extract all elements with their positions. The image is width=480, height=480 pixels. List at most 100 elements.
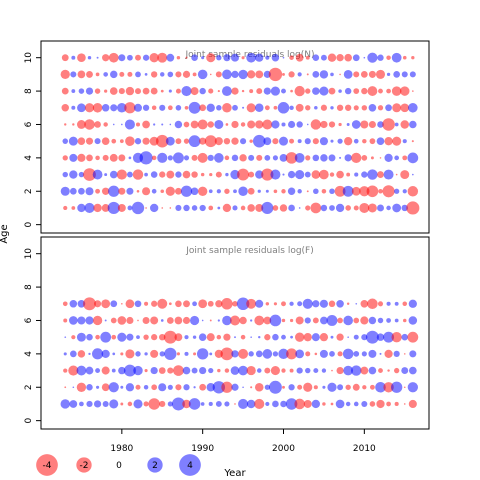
residual-point xyxy=(378,368,383,373)
residual-point xyxy=(193,352,197,356)
residual-point xyxy=(338,122,342,127)
residual-point xyxy=(330,402,334,406)
residual-point xyxy=(77,70,86,79)
residual-point xyxy=(328,87,336,95)
residual-point xyxy=(168,89,172,93)
residual-point xyxy=(134,103,142,112)
residual-point xyxy=(142,120,150,129)
residual-point xyxy=(151,300,158,307)
residual-point xyxy=(330,139,334,143)
residual-point xyxy=(134,138,142,145)
residual-point xyxy=(121,302,123,305)
residual-point xyxy=(289,368,294,373)
residual-point xyxy=(76,382,87,392)
residual-point xyxy=(159,333,166,341)
legend-label: -4 xyxy=(43,461,52,471)
residual-point xyxy=(336,170,344,179)
residual-point xyxy=(408,299,417,308)
residual-point xyxy=(95,155,100,161)
residual-point xyxy=(93,400,102,408)
residual-point xyxy=(394,155,400,161)
residual-point xyxy=(231,350,239,358)
y-tick-label: 10 xyxy=(24,248,34,260)
residual-point xyxy=(361,171,368,178)
residual-point xyxy=(69,187,77,195)
residual-point xyxy=(361,87,368,95)
residual-point xyxy=(365,330,379,344)
residual-point xyxy=(336,300,344,308)
residual-point xyxy=(304,171,311,178)
residual-point xyxy=(344,87,352,95)
residual-point xyxy=(133,365,143,376)
residual-point xyxy=(172,152,184,164)
y-tick-label: 0 xyxy=(24,222,34,228)
residual-point xyxy=(183,384,190,391)
residual-point xyxy=(351,120,361,129)
residual-point xyxy=(289,55,294,60)
residual-point xyxy=(69,400,78,408)
residual-point xyxy=(216,105,222,111)
residual-point xyxy=(200,172,205,177)
plot-frame xyxy=(40,236,430,430)
residual-point xyxy=(383,331,395,343)
residual-point xyxy=(69,316,78,325)
residual-point xyxy=(78,187,85,195)
residual-point xyxy=(60,399,70,409)
residual-point xyxy=(94,300,102,308)
residual-point xyxy=(294,398,305,410)
residual-point xyxy=(110,300,118,308)
residual-point xyxy=(320,316,328,325)
residual-point xyxy=(408,102,418,113)
residual-point xyxy=(305,88,311,94)
residual-point xyxy=(206,333,215,342)
residual-point xyxy=(209,319,212,322)
residual-point xyxy=(386,55,391,60)
residual-point xyxy=(176,352,180,356)
residual-point xyxy=(101,349,110,358)
residual-point xyxy=(95,368,101,374)
residual-point xyxy=(361,334,368,341)
residual-point xyxy=(272,138,279,145)
residual-point xyxy=(68,365,79,376)
residual-point xyxy=(225,172,229,177)
residual-point xyxy=(360,71,368,78)
residual-point xyxy=(255,120,264,129)
residual-point xyxy=(160,89,164,93)
residual-point xyxy=(353,317,360,324)
residual-point xyxy=(351,152,362,163)
residual-point xyxy=(297,139,302,144)
residual-point xyxy=(86,154,93,162)
residual-point xyxy=(125,136,135,146)
residual-point xyxy=(378,88,383,94)
residual-point xyxy=(359,202,370,213)
residual-point xyxy=(142,104,150,111)
residual-point xyxy=(256,88,263,95)
residual-point xyxy=(303,332,312,342)
residual-point xyxy=(401,333,409,341)
residual-point xyxy=(270,366,280,376)
residual-point xyxy=(79,401,84,407)
residual-point xyxy=(118,366,126,375)
residual-point xyxy=(238,186,248,197)
residual-point xyxy=(182,170,191,179)
residual-point xyxy=(131,201,145,215)
residual-point xyxy=(111,138,117,144)
residual-point xyxy=(408,316,418,325)
residual-point xyxy=(104,173,108,177)
residual-point xyxy=(215,401,222,407)
residual-point xyxy=(313,385,318,390)
residual-point xyxy=(223,54,231,62)
residual-point xyxy=(282,385,285,389)
residual-point xyxy=(71,206,76,210)
residual-point xyxy=(85,87,94,95)
residual-point xyxy=(220,347,234,361)
residual-point xyxy=(368,349,377,358)
residual-point xyxy=(72,386,75,389)
residual-point xyxy=(319,333,329,342)
residual-point xyxy=(231,120,239,129)
residual-point xyxy=(377,204,384,212)
residual-point xyxy=(400,103,410,113)
residual-point xyxy=(217,319,220,322)
residual-point xyxy=(246,399,256,409)
residual-point xyxy=(272,333,279,341)
